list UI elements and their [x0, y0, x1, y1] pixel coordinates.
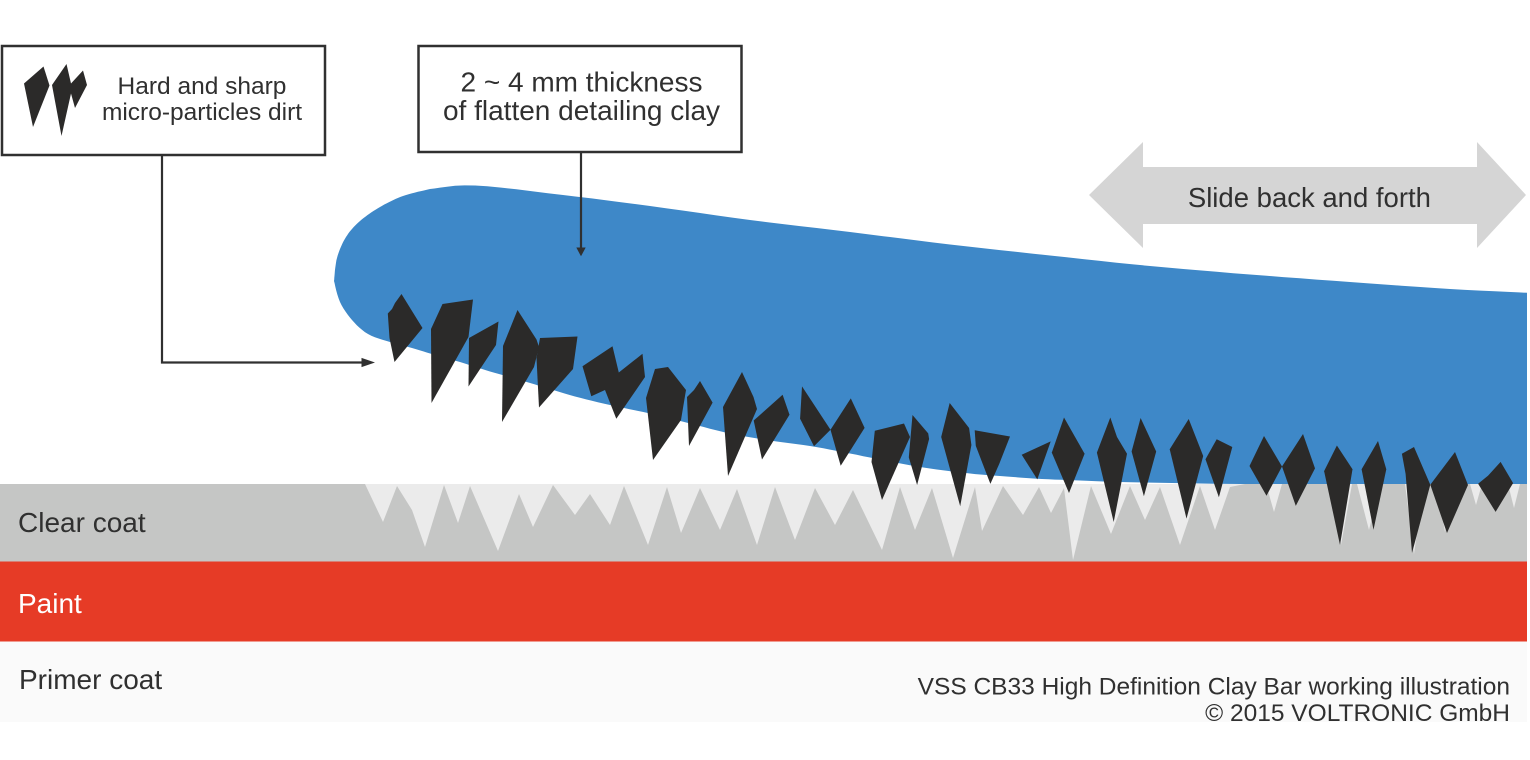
svg-text:Slide back and forth: Slide back and forth — [1188, 182, 1431, 213]
svg-text:Primer coat: Primer coat — [19, 664, 162, 695]
svg-text:Hard and sharp: Hard and sharp — [118, 73, 287, 100]
svg-text:micro-particles dirt: micro-particles dirt — [102, 99, 302, 126]
svg-text:VSS CB33 High Definition Clay: VSS CB33 High Definition Clay Bar workin… — [918, 674, 1510, 701]
svg-text:Paint: Paint — [18, 588, 82, 619]
svg-text:Clear coat: Clear coat — [18, 507, 146, 538]
svg-text:© 2015 VOLTRONIC GmbH: © 2015 VOLTRONIC GmbH — [1205, 700, 1510, 727]
svg-text:of flatten detailing clay: of flatten detailing clay — [443, 95, 720, 126]
svg-text:2 ~ 4 mm thickness: 2 ~ 4 mm thickness — [461, 67, 703, 98]
